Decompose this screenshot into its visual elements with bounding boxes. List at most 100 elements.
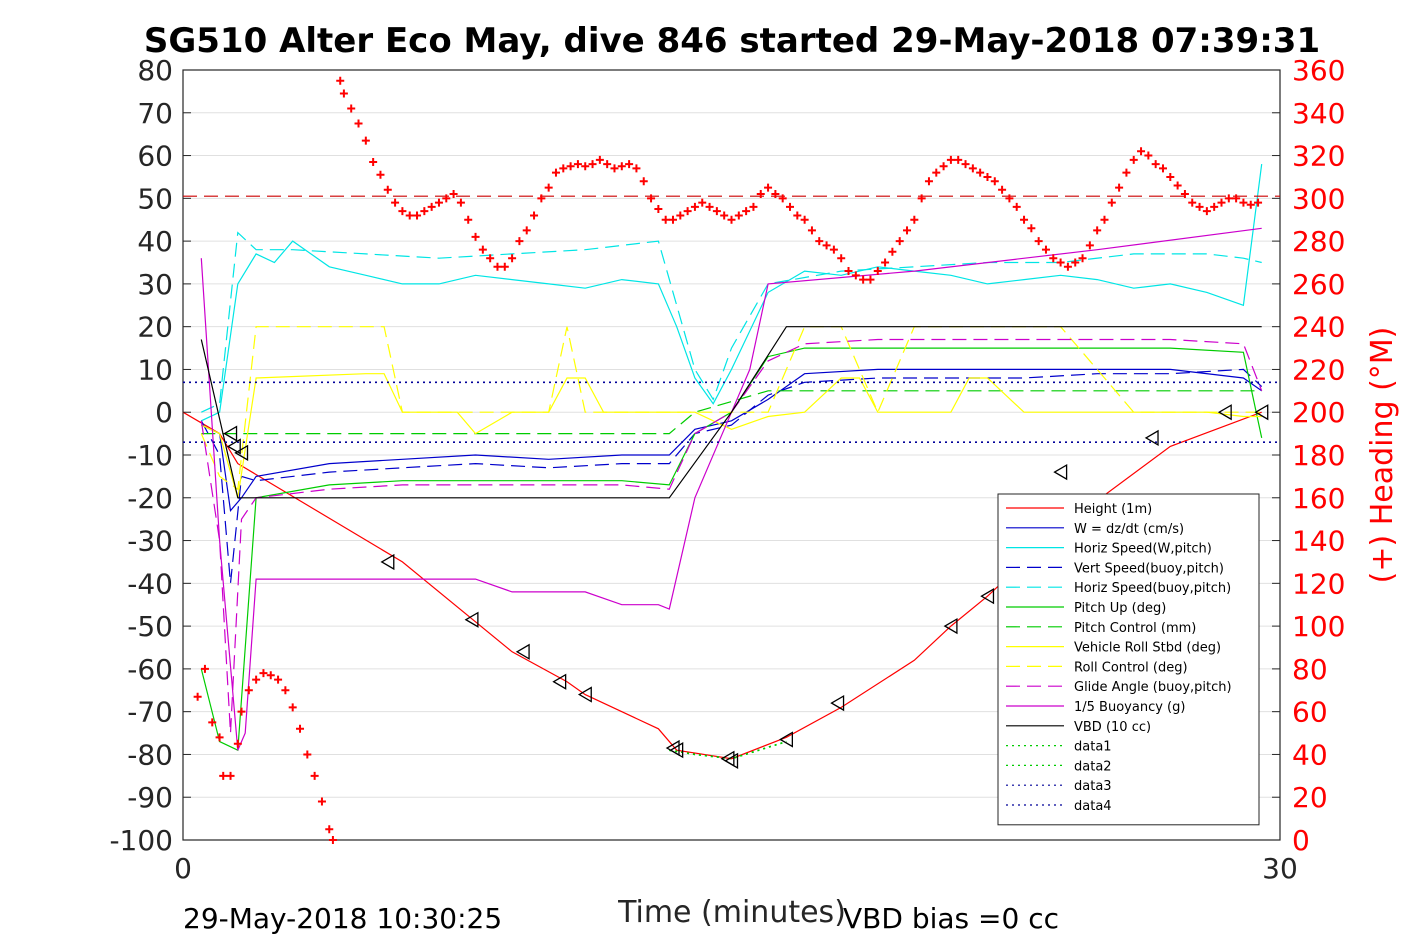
heading-point bbox=[727, 215, 736, 224]
heading-point bbox=[486, 254, 495, 263]
heading-point bbox=[859, 275, 868, 284]
y-tick-label: 20 bbox=[137, 311, 173, 344]
heading-point bbox=[1085, 241, 1094, 250]
heading-point bbox=[661, 215, 670, 224]
y-right-tick-label: 40 bbox=[1292, 738, 1328, 771]
heading-point bbox=[226, 771, 235, 780]
heading-point bbox=[895, 237, 904, 246]
series-line bbox=[182, 411, 1262, 760]
heading-layer bbox=[183, 76, 1280, 844]
chart-title: SG510 Alter Eco May, dive 846 started 29… bbox=[144, 21, 1320, 61]
y-tick-label: -10 bbox=[127, 439, 173, 472]
y-right-tick-label: 60 bbox=[1292, 696, 1328, 729]
y-right-tick-label: 280 bbox=[1292, 225, 1345, 258]
heading-point bbox=[317, 797, 326, 806]
heading-point bbox=[734, 211, 743, 220]
y-tick-label: -50 bbox=[127, 610, 173, 643]
heading-point bbox=[336, 76, 345, 85]
heading-point bbox=[654, 205, 663, 214]
heading-point bbox=[1034, 237, 1043, 246]
heading-point bbox=[1100, 215, 1109, 224]
heading-point bbox=[1217, 198, 1226, 207]
series-line bbox=[200, 326, 1262, 499]
heading-point bbox=[537, 194, 546, 203]
heading-point bbox=[471, 232, 480, 241]
heading-point bbox=[328, 836, 337, 844]
legend-label: Vert Speed(buoy,pitch) bbox=[1074, 561, 1224, 576]
triangle-marker bbox=[1217, 404, 1232, 421]
y-right-tick-label: 180 bbox=[1292, 439, 1345, 472]
x-axis: 0 30 bbox=[174, 832, 1298, 885]
triangle-marker bbox=[943, 617, 958, 635]
heading-point bbox=[837, 254, 846, 263]
heading-point bbox=[1056, 258, 1065, 267]
y-tick-label: 60 bbox=[137, 140, 173, 173]
heading-point bbox=[530, 211, 539, 220]
heading-point bbox=[581, 162, 590, 171]
series-line bbox=[201, 373, 1262, 498]
y-right-tick-label: 260 bbox=[1292, 268, 1345, 301]
heading-point bbox=[1041, 245, 1050, 254]
heading-point bbox=[237, 707, 246, 716]
heading-point bbox=[339, 89, 348, 98]
heading-point bbox=[829, 245, 838, 254]
heading-point bbox=[968, 164, 977, 173]
y-right-tick-label: 0 bbox=[1292, 824, 1310, 857]
heading-point bbox=[200, 664, 209, 673]
y-right-tick-label: 200 bbox=[1292, 396, 1345, 429]
heading-point bbox=[493, 262, 502, 271]
heading-point bbox=[712, 207, 721, 216]
heading-point bbox=[252, 675, 261, 684]
heading-point bbox=[1115, 183, 1124, 192]
heading-point bbox=[1210, 202, 1219, 211]
y-tick-label: 30 bbox=[137, 268, 173, 301]
heading-point bbox=[617, 162, 626, 171]
heading-point bbox=[720, 211, 729, 220]
legend-label: data3 bbox=[1074, 779, 1112, 794]
y-right-tick-label: 120 bbox=[1292, 567, 1345, 600]
y-tick-label: 10 bbox=[137, 353, 173, 386]
legend-label: data4 bbox=[1074, 799, 1112, 814]
heading-point bbox=[1232, 194, 1241, 203]
heading-point bbox=[1071, 258, 1080, 267]
heading-point bbox=[786, 202, 795, 211]
triangle-marker bbox=[665, 739, 680, 757]
footer-timestamp: 29-May-2018 10:30:25 bbox=[183, 902, 502, 935]
heading-point bbox=[1012, 202, 1021, 211]
heading-point bbox=[566, 162, 575, 171]
triangle-marker bbox=[1144, 429, 1159, 447]
heading-point bbox=[1005, 194, 1014, 203]
y-right-tick-label: 240 bbox=[1292, 311, 1345, 344]
heading-point bbox=[376, 170, 385, 179]
triangle-marker bbox=[234, 444, 249, 461]
y-tick-label: 40 bbox=[137, 225, 173, 258]
heading-point bbox=[917, 194, 926, 203]
legend-box bbox=[997, 493, 1260, 826]
heading-point bbox=[778, 194, 787, 203]
legend-label: Roll Control (deg) bbox=[1074, 660, 1188, 675]
heading-point bbox=[478, 245, 487, 254]
heading-point bbox=[990, 177, 999, 186]
y-tick-label: 70 bbox=[137, 97, 173, 130]
y-tick-label: -20 bbox=[127, 482, 173, 515]
heading-point bbox=[522, 226, 531, 235]
heading-point bbox=[910, 215, 919, 224]
y-right-tick-label: 340 bbox=[1292, 97, 1345, 130]
heading-point bbox=[266, 671, 275, 680]
heading-point bbox=[1063, 262, 1072, 271]
footer-vbd-bias: VBD bias =0 cc bbox=[843, 902, 1059, 935]
heading-point bbox=[456, 198, 465, 207]
heading-point bbox=[610, 164, 619, 173]
heading-point bbox=[771, 190, 780, 199]
heading-point bbox=[244, 686, 253, 695]
y-tick-label: 0 bbox=[155, 396, 173, 429]
heading-point bbox=[903, 226, 912, 235]
x-axis-label: Time (minutes) bbox=[617, 895, 846, 930]
heading-point bbox=[595, 155, 604, 164]
heading-point bbox=[1202, 207, 1211, 216]
triangle-marker bbox=[223, 425, 238, 442]
heading-point bbox=[998, 185, 1007, 194]
series-line bbox=[201, 164, 1263, 422]
x-tick-label: 0 bbox=[174, 852, 192, 885]
triangle-marker bbox=[577, 686, 592, 703]
